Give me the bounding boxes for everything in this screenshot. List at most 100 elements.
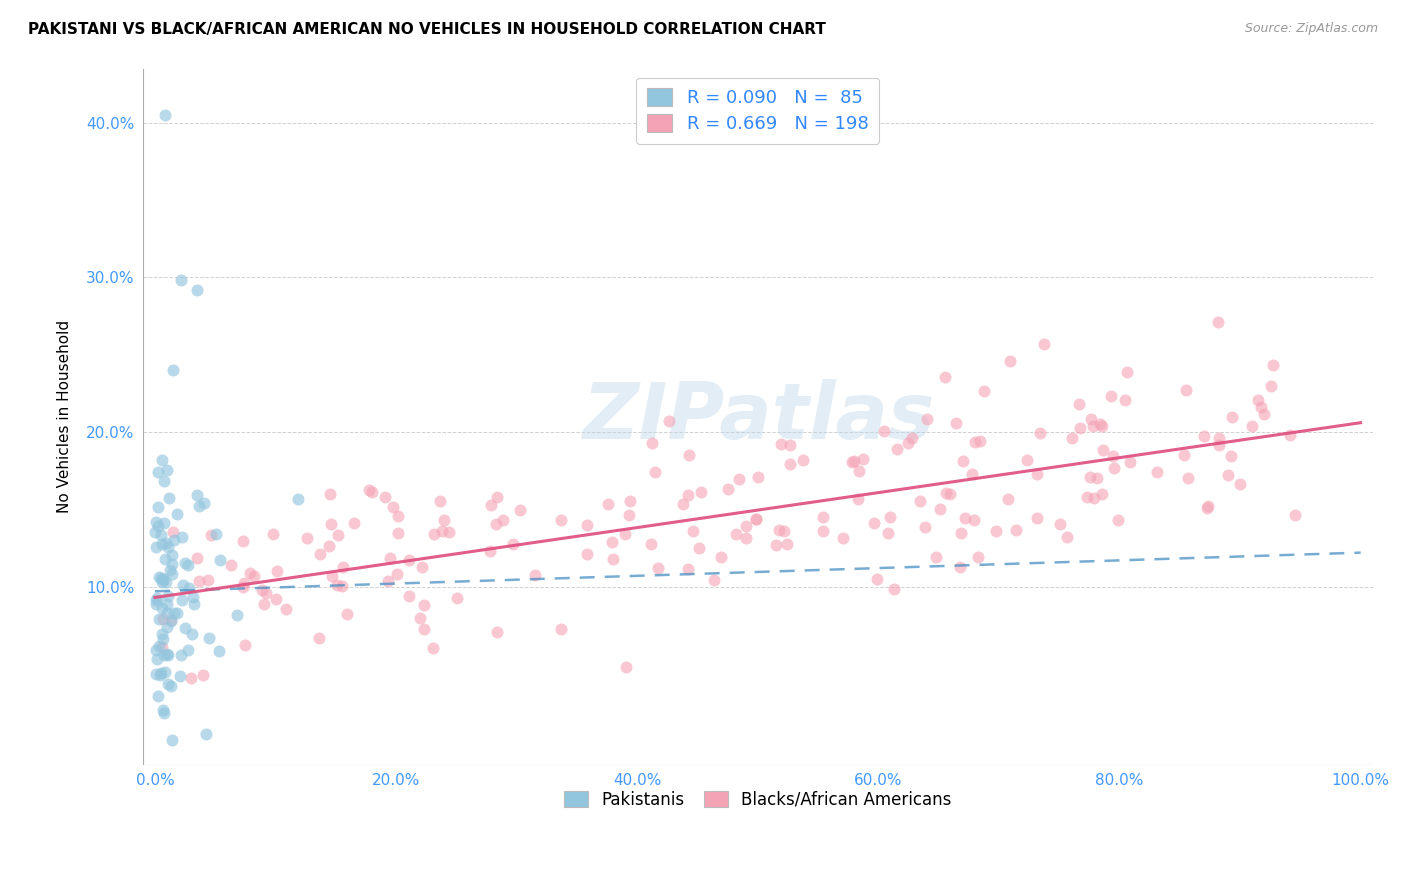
Point (724, 527, 747, 541)
Point (152, 703, 174, 717)
Point (145, 515, 167, 529)
Point (177, 558, 200, 573)
Point (387, 526, 409, 541)
Point (1099, 389, 1122, 403)
Point (897, 435, 920, 450)
Point (963, 513, 986, 527)
Point (156, 620, 179, 634)
Point (1146, 465, 1168, 479)
Point (710, 549, 733, 564)
Point (148, 639, 170, 653)
Point (155, 575, 177, 590)
Legend: Pakistanis, Blacks/African Americans: Pakistanis, Blacks/African Americans (558, 784, 957, 815)
Point (250, 583, 273, 598)
Point (952, 454, 974, 468)
Point (387, 566, 409, 581)
Point (745, 512, 768, 526)
Point (153, 108, 176, 122)
Point (149, 528, 172, 542)
Point (186, 551, 208, 566)
Point (779, 457, 801, 471)
Point (150, 452, 173, 467)
Point (1250, 401, 1272, 415)
Point (1241, 419, 1264, 434)
Point (973, 384, 995, 399)
Point (162, 363, 184, 377)
Point (1208, 432, 1230, 446)
Point (181, 590, 204, 604)
Point (986, 524, 1008, 539)
Point (1278, 428, 1301, 442)
Point (1091, 418, 1114, 433)
Point (852, 452, 875, 467)
Point (297, 531, 319, 545)
Point (150, 571, 173, 585)
Point (225, 607, 247, 622)
Point (409, 610, 432, 624)
Point (145, 592, 167, 607)
Point (938, 487, 960, 501)
Point (1220, 410, 1243, 425)
Point (1081, 419, 1104, 434)
Point (478, 544, 501, 558)
Point (287, 491, 309, 506)
Point (336, 607, 359, 621)
Point (1195, 500, 1218, 515)
Point (152, 640, 174, 655)
Point (150, 666, 173, 681)
Point (792, 453, 814, 467)
Point (1107, 513, 1129, 527)
Point (879, 510, 901, 524)
Point (644, 465, 666, 479)
Point (155, 536, 177, 550)
Point (145, 597, 167, 611)
Point (1092, 442, 1115, 457)
Point (485, 624, 508, 639)
Point (1049, 517, 1071, 532)
Point (264, 592, 287, 607)
Point (671, 497, 693, 511)
Point (146, 591, 169, 606)
Point (863, 516, 886, 530)
Point (647, 560, 669, 574)
Point (1216, 468, 1239, 483)
Point (343, 516, 366, 530)
Point (321, 568, 343, 582)
Point (1078, 469, 1101, 483)
Point (576, 518, 599, 533)
Point (873, 424, 896, 438)
Point (640, 537, 662, 551)
Point (1284, 508, 1306, 522)
Point (765, 538, 787, 552)
Point (398, 553, 420, 567)
Point (166, 507, 188, 521)
Point (157, 491, 180, 505)
Point (437, 525, 460, 540)
Point (479, 498, 502, 512)
Point (877, 526, 900, 541)
Text: ZIPatlas: ZIPatlas (582, 378, 934, 455)
Point (1219, 450, 1241, 464)
Point (1177, 471, 1199, 485)
Point (205, 527, 228, 541)
Point (925, 549, 948, 564)
Point (967, 549, 990, 564)
Point (169, 669, 191, 683)
Point (145, 643, 167, 657)
Point (177, 581, 200, 595)
Point (935, 485, 957, 500)
Point (266, 564, 288, 578)
Point (429, 494, 451, 508)
Point (160, 566, 183, 581)
Point (318, 540, 340, 554)
Point (1085, 471, 1108, 485)
Point (735, 531, 758, 545)
Point (1083, 491, 1105, 505)
Point (1206, 315, 1229, 329)
Point (953, 511, 976, 525)
Point (152, 572, 174, 586)
Point (146, 689, 169, 703)
Point (187, 574, 209, 588)
Point (502, 537, 524, 551)
Point (263, 527, 285, 541)
